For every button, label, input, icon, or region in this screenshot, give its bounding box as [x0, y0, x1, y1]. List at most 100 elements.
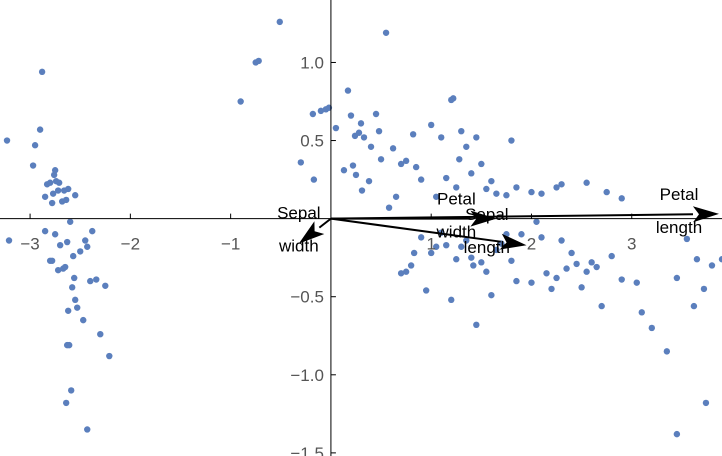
data-point	[62, 399, 70, 407]
data-point	[48, 257, 56, 264]
data-point	[97, 330, 104, 338]
data-point	[62, 196, 70, 204]
x-tick-label: −2	[121, 235, 140, 254]
data-point	[673, 430, 681, 438]
data-point	[87, 277, 94, 285]
data-point	[402, 268, 410, 275]
data-point	[360, 134, 368, 141]
data-point	[237, 98, 244, 105]
data-point	[483, 185, 490, 193]
data-point	[255, 57, 262, 65]
data-point	[583, 179, 590, 186]
data-point	[63, 341, 71, 349]
data-point	[372, 110, 380, 118]
data-point	[608, 252, 615, 260]
data-point	[82, 237, 89, 244]
data-point	[583, 268, 590, 275]
data-point	[51, 231, 59, 238]
data-point	[89, 227, 96, 235]
data-point	[80, 316, 87, 324]
data-point	[593, 263, 600, 271]
data-point	[344, 87, 352, 94]
data-point	[389, 145, 397, 152]
data-point	[3, 137, 11, 144]
data-point	[55, 179, 63, 186]
arrow-head	[499, 233, 527, 250]
data-point	[397, 270, 405, 277]
data-point	[468, 170, 475, 177]
x-tick-label: −1	[221, 235, 240, 254]
data-point	[48, 199, 56, 207]
data-point	[488, 177, 495, 185]
data-point	[702, 399, 710, 407]
data-point	[513, 277, 520, 285]
data-point	[412, 163, 420, 171]
data-point	[458, 127, 465, 135]
data-point	[332, 124, 340, 132]
data-point	[422, 287, 430, 294]
data-point	[49, 190, 57, 197]
data-point	[633, 279, 640, 286]
y-tick-label: −1.5	[290, 444, 324, 456]
data-point	[375, 127, 383, 135]
data-point	[74, 304, 81, 311]
data-point	[693, 256, 701, 263]
data-point	[365, 177, 373, 185]
data-point	[77, 248, 84, 255]
data-point	[102, 282, 109, 289]
arrow-shaft	[318, 217, 332, 229]
y-tick-label: 0.5	[300, 132, 324, 151]
data-point	[578, 284, 585, 291]
data-point	[528, 188, 535, 196]
data-point	[470, 262, 477, 269]
data-point	[409, 131, 417, 138]
arrow-label: length	[464, 238, 510, 257]
data-point	[276, 18, 283, 26]
data-point	[463, 237, 470, 244]
data-point	[93, 276, 100, 283]
data-point	[443, 241, 450, 249]
arrow-label: length	[656, 218, 702, 237]
data-point	[63, 238, 71, 246]
data-point	[708, 262, 716, 269]
data-point	[352, 171, 360, 179]
data-point	[5, 237, 13, 244]
data-point	[72, 296, 79, 304]
data-point	[493, 190, 500, 197]
data-point	[66, 218, 74, 225]
data-point	[402, 157, 410, 165]
data-point	[673, 274, 681, 282]
axis-ticks: −3 −2 −1 1 2 3 1.0 0.5 −0.5 −1.0 −1.5	[20, 53, 636, 456]
data-point	[450, 95, 457, 102]
data-point	[518, 231, 525, 238]
data-point	[377, 156, 385, 163]
scatter-points	[3, 18, 722, 438]
data-point	[558, 181, 565, 188]
x-tick-label: −3	[20, 235, 39, 254]
data-point	[478, 160, 485, 168]
arrow-label: Petal	[437, 190, 476, 209]
arrow-head	[692, 206, 719, 223]
data-point	[31, 142, 39, 149]
arrow-shaft	[330, 217, 501, 243]
data-point	[598, 302, 605, 310]
data-point	[427, 249, 435, 257]
data-point	[433, 243, 440, 250]
data-point	[543, 270, 550, 277]
data-point	[648, 324, 656, 332]
data-point	[553, 184, 560, 191]
data-point	[410, 249, 418, 257]
data-point	[61, 263, 69, 271]
data-point	[367, 143, 375, 150]
data-point	[433, 193, 440, 200]
y-tick-label: 1.0	[300, 53, 324, 72]
data-point	[38, 68, 46, 76]
data-point	[618, 276, 625, 283]
arrow-label: Sepal	[277, 204, 320, 223]
data-point	[483, 268, 490, 275]
data-point	[84, 426, 91, 433]
data-point	[568, 249, 575, 257]
data-point	[54, 187, 62, 194]
data-point	[663, 348, 671, 355]
data-point	[513, 184, 520, 191]
